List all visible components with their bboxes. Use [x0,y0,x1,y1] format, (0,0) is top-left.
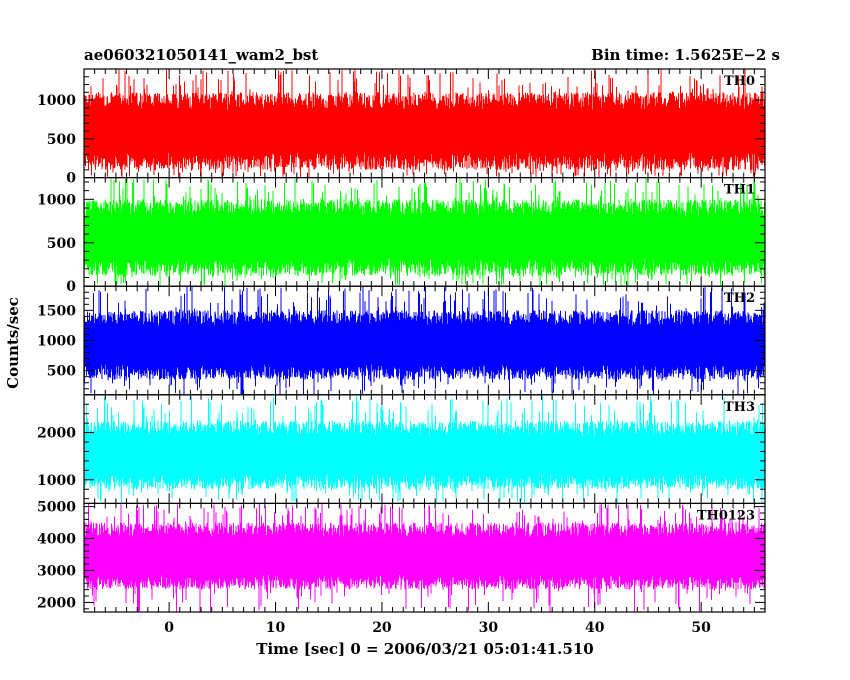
panels: 0 500 1000 TH0 0 500 1000 TH1 500 1000 1500 TH2 1000… [37,68,766,613]
x-tick-label: 10 [266,620,286,636]
y-axis-label: Counts/sec [4,297,22,389]
panel-th0123: 2000 3000 4000 5000 TH0123 [37,500,766,613]
series-th0123-curve [84,503,765,612]
y-tick-label: 1000 [37,192,76,208]
panel-th3: 1000 2000 TH3 [37,394,766,504]
series-th1-curve [84,177,765,286]
y-tick-label: 4000 [37,532,76,548]
series-label: TH1 [724,183,755,198]
x-tick-label: 30 [479,620,499,636]
series-label: TH3 [724,400,755,415]
x-tick-label: 50 [691,620,711,636]
series-label: TH0123 [697,508,755,523]
series-th2-curve [84,286,765,395]
y-tick-label: 0 [66,279,76,295]
chart-title-right: Bin time: 1.5625E−2 s [591,46,780,64]
series-th0-curve [84,69,765,178]
panel-th0: 0 500 1000 TH0 [37,68,766,187]
y-tick-label: 500 [47,132,76,148]
y-tick-label: 2000 [37,426,76,442]
series-th3-curve [84,395,765,504]
x-tick-label: 40 [585,620,605,636]
x-tick-label: 0 [164,620,174,636]
y-tick-label: 2000 [37,595,76,611]
x-axis-label: Time [sec] 0 = 2006/03/21 05:01:41.510 [256,640,593,658]
y-tick-label: 0 [66,171,76,187]
y-tick-label: 1000 [37,93,76,109]
panel-th1: 0 500 1000 TH1 [37,177,766,295]
panel-th2: 500 1000 1500 TH2 [37,285,766,396]
y-tick-label: 1000 [37,473,76,489]
y-tick-label: 3000 [37,563,76,579]
series-label: TH0 [724,74,755,89]
y-tick-label: 1000 [37,334,76,350]
x-axis: 0 10 20 30 40 50 [164,620,711,636]
y-tick-label: 500 [47,236,76,252]
series-label: TH2 [724,291,755,306]
y-tick-label: 1500 [37,303,76,319]
y-tick-label: 5000 [37,500,76,516]
chart-title-left: ae060321050141_wam2_bst [84,46,318,64]
y-tick-label: 500 [47,364,76,380]
x-tick-label: 20 [372,620,392,636]
